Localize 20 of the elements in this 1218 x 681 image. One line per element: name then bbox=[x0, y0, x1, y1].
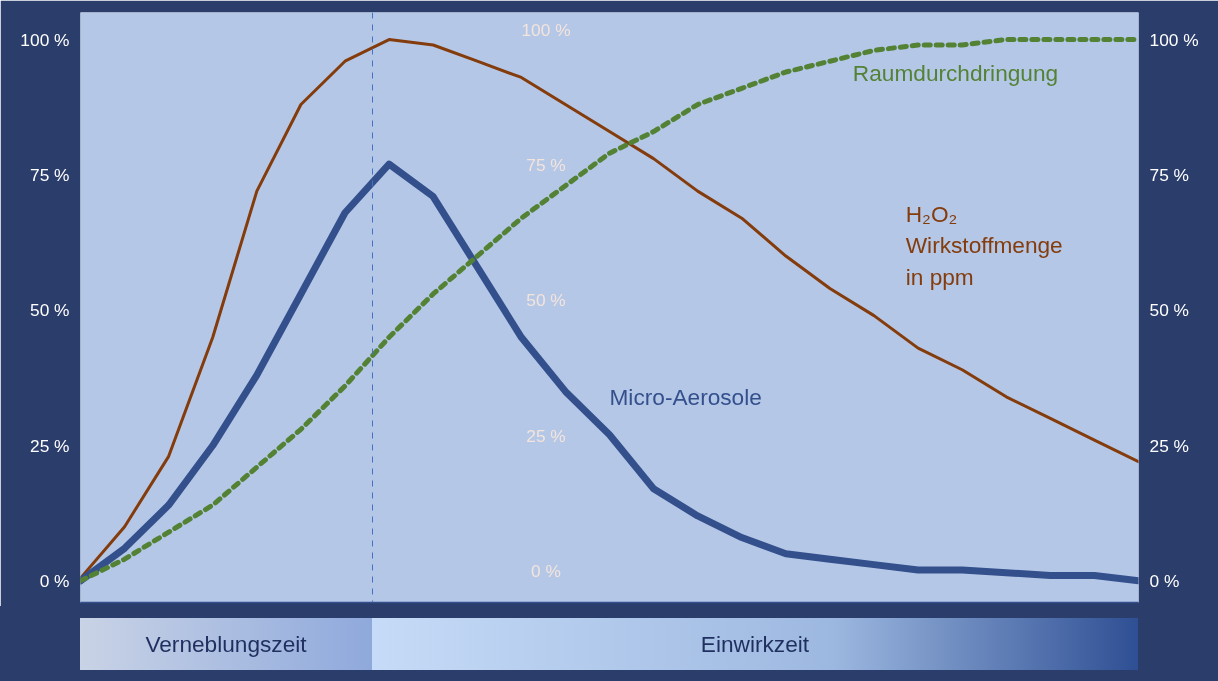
text: 75 % bbox=[526, 154, 566, 175]
y-tick-label: 75 % bbox=[30, 164, 70, 185]
text: 25 % bbox=[526, 425, 566, 446]
text: 0 % bbox=[531, 560, 561, 581]
text: 50 % bbox=[526, 290, 566, 311]
text: Einwirkzeit bbox=[372, 618, 1138, 670]
text: 100 % bbox=[521, 19, 571, 40]
y2-tick-label: 100 % bbox=[1149, 29, 1199, 50]
y2-tick-label: 75 % bbox=[1149, 164, 1189, 185]
y-tick-label: 50 % bbox=[30, 300, 70, 321]
y2-tick-label: 50 % bbox=[1149, 300, 1189, 321]
series-label: Micro-Aerosole bbox=[609, 384, 762, 411]
y2-tick-label: 0 % bbox=[1149, 570, 1180, 591]
series-label: Raumdurchdringung bbox=[852, 59, 1059, 86]
y2-tick-label: 25 % bbox=[1149, 435, 1189, 456]
series-label: H₂O₂ Wirkstoffmenge in ppm bbox=[905, 201, 1063, 290]
y-tick-label: 0 % bbox=[39, 570, 70, 591]
text: Verneblungszeit bbox=[80, 618, 372, 670]
y-tick-label: 25 % bbox=[30, 435, 70, 456]
y-tick-label: 100 % bbox=[20, 29, 70, 50]
